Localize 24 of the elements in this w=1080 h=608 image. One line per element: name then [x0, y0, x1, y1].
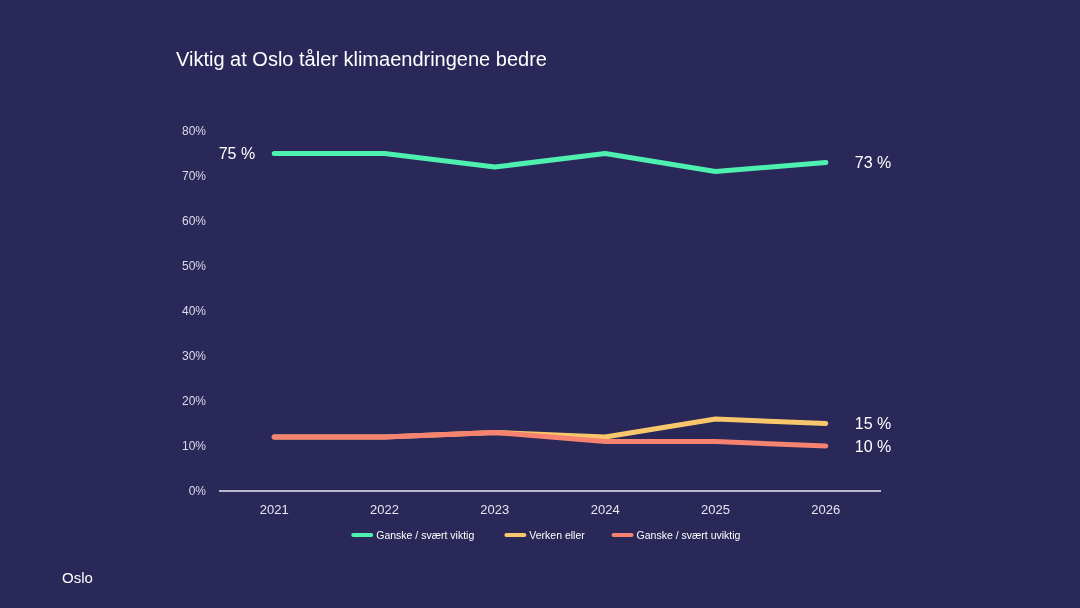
y-tick-label: 60% — [181, 214, 207, 229]
legend-label: Verken eller — [529, 528, 586, 541]
y-tick-label: 30% — [181, 349, 207, 364]
x-tick-label: 2021 — [259, 502, 289, 517]
text: Oslo — [62, 569, 93, 586]
data-label: 15 % — [854, 415, 892, 433]
x-tick-label: 2023 — [480, 502, 510, 517]
data-label: 10 % — [854, 437, 892, 455]
data-label: 75 % — [218, 145, 256, 163]
y-tick-label: 80% — [181, 124, 207, 139]
y-tick-label: 40% — [181, 304, 207, 319]
data-label: 73 % — [854, 154, 892, 172]
x-tick-label: 2025 — [701, 502, 730, 517]
x-tick-label: 2024 — [590, 502, 620, 517]
x-tick-label: 2026 — [811, 502, 841, 517]
legend-label: Ganske / svært uviktig — [636, 528, 741, 541]
y-tick-label: 50% — [181, 259, 207, 274]
chart-title: Viktig at Oslo tåler klimaendringene bedre — [176, 48, 547, 70]
y-tick-label: 70% — [181, 169, 207, 184]
y-tick-label: 10% — [181, 439, 207, 454]
legend-label: Ganske / svært viktig — [376, 528, 475, 541]
y-tick-label: 0% — [188, 484, 207, 499]
x-tick-label: 2022 — [370, 502, 399, 517]
y-tick-label: 20% — [181, 394, 207, 409]
